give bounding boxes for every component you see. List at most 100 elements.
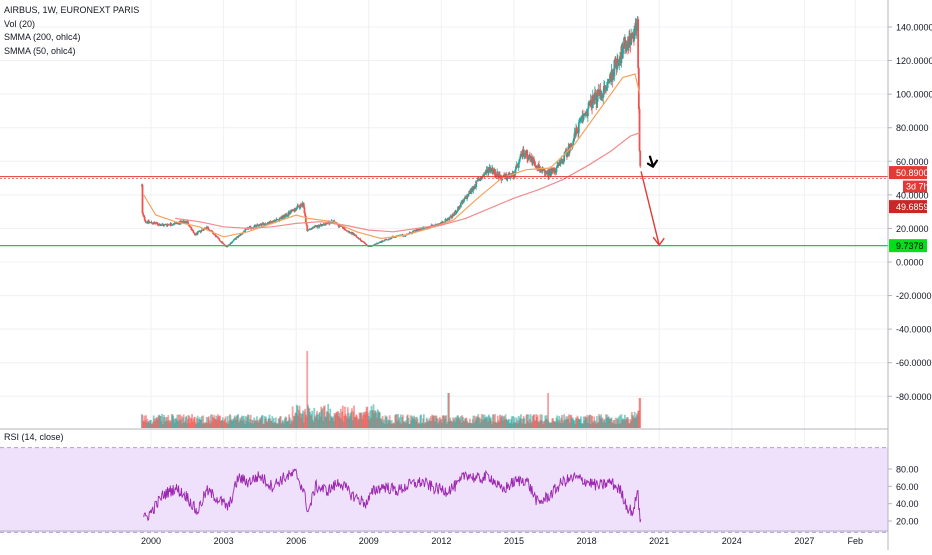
candle-body — [456, 210, 459, 213]
volume-bar — [445, 415, 448, 428]
candle-body — [590, 99, 593, 107]
candle-body — [572, 140, 575, 146]
rsi-tick-label: 20.00 — [896, 517, 919, 527]
candle-body — [218, 238, 221, 241]
candle-body — [260, 223, 263, 226]
candle-body — [156, 222, 159, 224]
countdown-tag-bg[interactable] — [903, 180, 927, 193]
candle-body — [584, 114, 586, 115]
candle-body — [308, 229, 311, 230]
legend-smma50[interactable]: SMMA (50, ohlc4) — [4, 45, 76, 56]
volume-bar — [302, 410, 304, 428]
candle-body — [216, 236, 219, 238]
candle-body — [621, 48, 624, 59]
resistance-lower-price-tag-bg[interactable] — [889, 200, 927, 214]
volume-bar — [288, 417, 291, 428]
candle-body — [587, 102, 590, 109]
volume-bar — [586, 415, 589, 428]
candle-body — [409, 232, 412, 234]
price-tick-label: 120.0000 — [896, 56, 932, 66]
candle-body — [170, 223, 173, 225]
candle-body — [267, 223, 270, 224]
volume-bar — [385, 416, 388, 428]
volume-bar — [614, 417, 617, 428]
candle-body — [147, 220, 150, 223]
resistance-price-tag-bg[interactable] — [889, 166, 927, 180]
volume-bar — [205, 416, 208, 428]
candle-body — [142, 215, 145, 217]
candle-body — [256, 224, 259, 226]
candle-body — [151, 223, 154, 224]
candle-body — [268, 221, 271, 224]
candle-body — [506, 176, 509, 179]
legend-smma200[interactable]: SMMA (200, ohlc4) — [4, 32, 81, 42]
candle-body — [185, 221, 188, 223]
volume-bar — [478, 417, 481, 428]
volume-bar — [407, 417, 410, 428]
candle-body — [617, 65, 620, 67]
candle-body — [511, 173, 514, 175]
candle-body — [591, 95, 594, 109]
candle-body — [580, 117, 583, 119]
candle-body — [618, 61, 621, 66]
legend-symbol[interactable]: AIRBUS, 1W, EURONEXT PARIS — [4, 5, 140, 15]
price-levels[interactable]: 50.8900 3d 7h 49.6859 9.7378 — [0, 166, 929, 253]
candle-body — [200, 230, 203, 233]
candle-body — [499, 174, 501, 177]
candle-body — [475, 180, 478, 188]
candle-body — [193, 232, 196, 234]
candle-body — [383, 239, 386, 241]
volume-bar — [353, 405, 355, 428]
candle-body — [566, 152, 569, 157]
candle-body — [445, 219, 448, 221]
candle-body — [253, 226, 256, 228]
volume-bar — [196, 415, 199, 428]
candle-body — [225, 246, 228, 247]
candle-body — [321, 225, 324, 226]
rsi-legend[interactable]: RSI (14, close) — [4, 432, 64, 442]
candle-body — [484, 172, 487, 175]
candle-body — [575, 128, 577, 136]
volume-bar — [327, 413, 330, 428]
candle-body — [519, 154, 522, 157]
candle-body — [494, 169, 496, 176]
candle-body — [353, 233, 355, 236]
smma200-line — [175, 132, 640, 233]
time-tick-label: 2009 — [359, 536, 379, 546]
candle-body — [515, 166, 517, 170]
candle-body — [531, 157, 534, 164]
candle-body — [624, 40, 627, 50]
candle-body — [244, 229, 247, 233]
candle-body — [380, 242, 383, 244]
volume-bar — [226, 416, 229, 428]
volume-bar — [448, 393, 450, 428]
candle-body — [284, 215, 286, 218]
candle-body — [426, 227, 429, 229]
candle-body — [474, 187, 477, 188]
volume-bar — [185, 415, 188, 428]
candle-body — [228, 244, 231, 245]
volume-bars — [140, 351, 642, 428]
volume-bar — [161, 414, 163, 428]
time-tick-label: 2027 — [794, 536, 814, 546]
candle-body — [295, 207, 298, 210]
candle-body — [551, 168, 554, 171]
support-price-tag-bg[interactable] — [889, 239, 927, 253]
candle-body — [556, 165, 559, 168]
time-tick-label: Feb — [847, 536, 863, 546]
legend-vol[interactable]: Vol (20) — [4, 18, 36, 29]
candle-body — [198, 231, 200, 233]
candle-body — [214, 234, 217, 237]
candle-body — [302, 203, 305, 208]
candle-body — [190, 227, 193, 230]
candle-body — [165, 224, 168, 226]
candle-body — [440, 223, 443, 225]
candle-body — [301, 203, 304, 207]
candle-body — [222, 243, 225, 245]
volume-bar — [527, 414, 530, 428]
candle-body — [232, 240, 235, 242]
candle-body — [411, 231, 414, 234]
candle-body — [419, 229, 422, 231]
